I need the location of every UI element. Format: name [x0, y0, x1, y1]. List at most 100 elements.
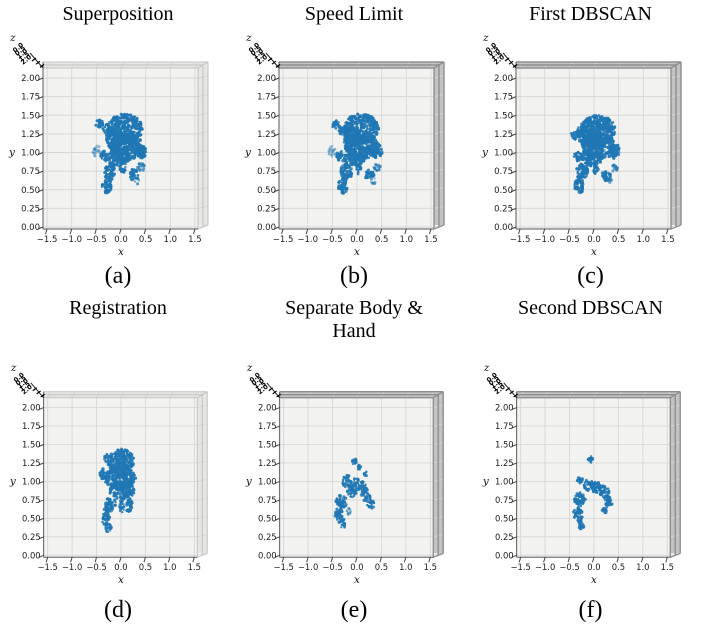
subplot-caption: (c): [577, 263, 604, 289]
y-tick-labels: 0.000.250.500.751.001.251.501.752.00: [258, 403, 277, 561]
svg-text:0.0: 0.0: [114, 562, 127, 572]
box-edges: [279, 61, 445, 230]
svg-text:1.00: 1.00: [22, 476, 41, 486]
plot-3d-axes: 0.00.51.01.52.0zyx0.000.250.500.751.001.…: [244, 32, 445, 258]
svg-text:−1.0: −1.0: [61, 235, 82, 245]
point-cloud: [571, 455, 614, 531]
box-edges: [43, 391, 208, 558]
svg-text:0.00: 0.00: [22, 550, 41, 560]
svg-text:−1.5: −1.5: [37, 562, 57, 572]
svg-text:1.5: 1.5: [661, 235, 675, 245]
svg-text:0.0: 0.0: [350, 235, 364, 245]
y-tick-labels: 0.000.250.500.751.001.251.501.752.00: [22, 403, 41, 561]
y-axis-label: y: [8, 147, 16, 159]
svg-text:1.00: 1.00: [21, 149, 40, 159]
gridlines: [279, 391, 443, 558]
subplot-title: Second DBSCAN: [517, 297, 663, 319]
svg-text:1.5: 1.5: [424, 235, 438, 245]
svg-text:1.25: 1.25: [494, 130, 513, 140]
y-tick-labels: 0.000.250.500.751.001.251.501.752.00: [257, 74, 276, 233]
svg-text:1.00: 1.00: [257, 149, 276, 159]
z-tick-scribble: 0.00.51.01.52.0: [12, 371, 45, 398]
subplot-caption: (a): [104, 263, 132, 289]
svg-text:1.5: 1.5: [188, 235, 202, 245]
y-axis-label: y: [481, 147, 489, 159]
svg-text:1.75: 1.75: [22, 421, 41, 431]
svg-text:2.00: 2.00: [22, 403, 41, 413]
svg-text:1.0: 1.0: [400, 235, 414, 245]
svg-text:0.5: 0.5: [139, 562, 152, 572]
svg-text:0.75: 0.75: [257, 167, 276, 177]
svg-text:−0.5: −0.5: [559, 235, 580, 245]
svg-text:0.00: 0.00: [494, 223, 513, 233]
svg-text:0.25: 0.25: [257, 204, 276, 214]
subplot-title: Registration: [69, 297, 167, 319]
x-tick-labels: −1.5 −1.0 −0.5 0.0 0.5 1.0 1.5: [37, 562, 201, 572]
svg-text:1.25: 1.25: [22, 458, 41, 468]
tick-marks: [510, 77, 668, 235]
svg-text:−1.0: −1.0: [534, 235, 555, 245]
z-axis-label: z: [245, 32, 252, 44]
z-axis-label: z: [482, 362, 489, 374]
z-tick-scribble: 0.00.51.01.52.0: [11, 41, 45, 68]
subplot-title: First DBSCAN: [529, 3, 652, 25]
svg-text:0.25: 0.25: [494, 204, 513, 214]
x-axis-label: x: [354, 246, 360, 258]
svg-text:0.00: 0.00: [21, 223, 40, 233]
pane: [516, 391, 680, 558]
plot-3d-axes: 0.00.51.01.52.0zyx0.000.250.500.751.001.…: [245, 362, 444, 586]
svg-text:0.00: 0.00: [257, 223, 276, 233]
subplot-c: First DBSCAN 0.0 0.5 1.0 1.5 2.0 z y x 0.00 0.25 0…: [472, 0, 709, 290]
x-tick-labels: −1.5 −1.0 −0.5 0.0 0.5 1.0 1.5: [509, 235, 674, 245]
point-cloud: [333, 457, 376, 529]
subplot-caption: (d): [104, 597, 132, 623]
tick-marks: [510, 407, 668, 563]
svg-text:0.75: 0.75: [21, 167, 40, 177]
box-edges: [279, 391, 444, 558]
box-edges: [43, 61, 209, 230]
svg-text:1.50: 1.50: [21, 111, 40, 121]
y-axis-label: y: [481, 475, 488, 487]
svg-text:0.50: 0.50: [22, 513, 41, 523]
svg-text:0.0: 0.0: [587, 235, 601, 245]
subplot-title: Speed Limit: [304, 3, 404, 25]
x-tick-labels: −1.5 −1.0 −0.5 0.0 0.5 1.0 1.5: [37, 235, 202, 245]
svg-text:−1.5: −1.5: [509, 235, 530, 245]
svg-text:1.0: 1.0: [636, 235, 650, 245]
tick-marks: [274, 407, 431, 563]
x-axis-label: x: [118, 246, 124, 258]
svg-text:1.0: 1.0: [164, 235, 178, 245]
box-edges: [516, 391, 681, 558]
gridlines: [516, 391, 679, 558]
svg-text:1.75: 1.75: [494, 93, 513, 103]
svg-text:2.00: 2.00: [257, 74, 276, 84]
svg-text:2.00: 2.00: [21, 74, 40, 84]
subplot-caption: (b): [340, 263, 368, 289]
svg-text:1.75: 1.75: [21, 93, 40, 103]
z-axis-label: z: [9, 32, 16, 44]
box-edges: [515, 61, 682, 230]
svg-text:0.5: 0.5: [611, 235, 625, 245]
x-tick-labels: −1.5 −1.0 −0.5 0.0 0.5 1.0 1.5: [273, 235, 438, 245]
svg-text:0.25: 0.25: [21, 204, 40, 214]
point-cloud: [569, 114, 620, 195]
x-tick-labels: −1.5 −1.0 −0.5 0.0 0.5 1.0 1.5: [510, 562, 674, 572]
svg-text:1.50: 1.50: [22, 439, 41, 449]
svg-text:1.25: 1.25: [21, 130, 40, 140]
z-tick-scribble: 0.00.51.01.52.0: [247, 41, 281, 68]
svg-text:−0.5: −0.5: [86, 562, 106, 572]
svg-text:1.75: 1.75: [257, 93, 276, 103]
subplot-a: Superposition 0.0 0.5 1.0 1.5 2.0 z y x 0.00 0.25…: [0, 0, 236, 290]
tick-marks: [38, 407, 195, 563]
z-tick-scribble: 0.00.51.01.52.0: [484, 41, 517, 68]
svg-text:−0.5: −0.5: [322, 235, 343, 245]
svg-text:0.75: 0.75: [22, 495, 41, 505]
y-tick-labels: 0.000.250.500.751.001.251.501.752.00: [494, 74, 513, 233]
z-axis-label: z: [482, 32, 489, 44]
plot-3d-axes: 0.00.51.01.52.0zyx0.000.250.500.751.001.…: [8, 32, 209, 258]
y-axis-label: y: [245, 475, 252, 487]
svg-text:0.75: 0.75: [494, 167, 513, 177]
subplot-caption: (e): [340, 597, 368, 623]
svg-text:1.25: 1.25: [257, 130, 276, 140]
